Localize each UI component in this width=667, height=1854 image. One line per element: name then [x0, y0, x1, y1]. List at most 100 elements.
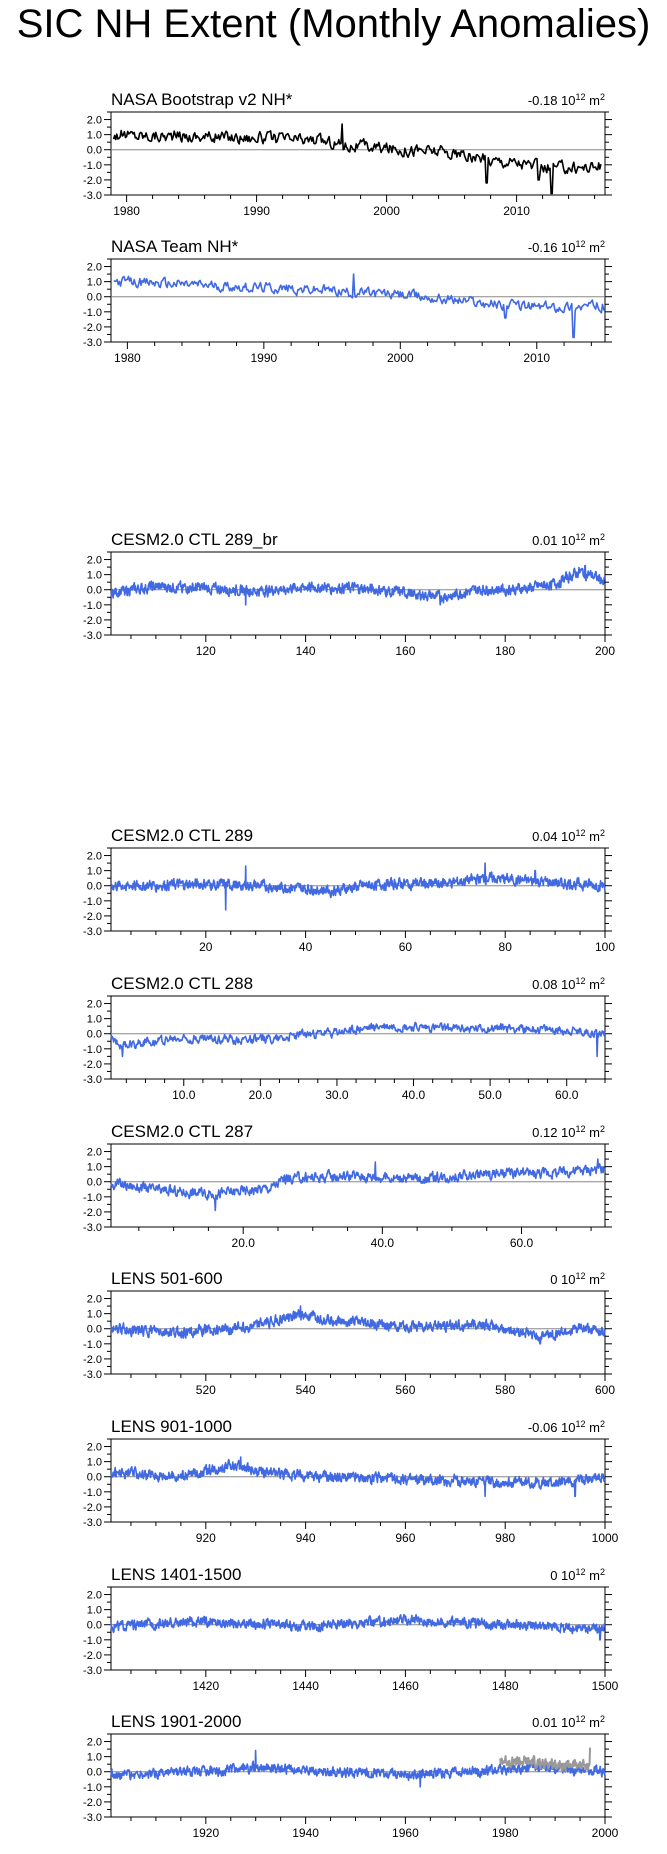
ytick-label: 0.0: [87, 1324, 102, 1336]
xtick-label: 2010: [523, 351, 550, 365]
ytick-label: 2.0: [87, 1442, 102, 1454]
xtick-label: 1980: [492, 1826, 519, 1840]
xtick-label: 1960: [392, 1826, 419, 1840]
ytick-label: -3.0: [83, 630, 102, 642]
ytick-label: -1.0: [83, 307, 102, 319]
ytick-label: 2.0: [87, 115, 102, 127]
ytick-label: 1.0: [87, 277, 102, 289]
ytick-label: -1.0: [83, 1192, 102, 1204]
ytick-label: -2.0: [83, 911, 102, 923]
xtick-label: 2000: [373, 204, 400, 218]
ytick-label: -2.0: [83, 1207, 102, 1219]
xtick-label: 600: [595, 1383, 615, 1397]
ytick-label: -1.0: [83, 896, 102, 908]
panel-title: CESM2.0 CTL 289_br: [111, 530, 278, 549]
ytick-label: -1.0: [83, 160, 102, 172]
ytick-label: 0.0: [87, 1177, 102, 1189]
ytick-label: 0.0: [87, 881, 102, 893]
ytick-label: 2.0: [87, 1737, 102, 1749]
ytick-label: 2.0: [87, 1590, 102, 1602]
ytick-label: -3.0: [83, 1074, 102, 1086]
xtick-label: 120: [196, 644, 216, 658]
ytick-label: 2.0: [87, 1147, 102, 1159]
ytick-label: 1.0: [87, 1162, 102, 1174]
panel-7: LENS 901-1000 -0.06 1012 m2 2.0 1.0 0.0 -1.0 -…: [83, 1417, 619, 1545]
xtick-label: 10.0: [172, 1088, 196, 1102]
ytick-label: -3.0: [83, 190, 102, 202]
panel-mean: 0 1012 m2: [550, 1567, 605, 1583]
ytick-label: 0.0: [87, 145, 102, 157]
xtick-label: 160: [395, 644, 415, 658]
ytick-label: -3.0: [83, 1369, 102, 1381]
ytick-label: 0.0: [87, 1767, 102, 1779]
ytick-label: -2.0: [83, 1797, 102, 1809]
ytick-label: 1.0: [87, 1457, 102, 1469]
xtick-label: 540: [296, 1383, 316, 1397]
panel-title: LENS 501-600: [111, 1269, 223, 1288]
ytick-label: -3.0: [83, 1812, 102, 1824]
xtick-label: 140: [296, 644, 316, 658]
ytick-label: 0.0: [87, 292, 102, 304]
ytick-label: 0.0: [87, 585, 102, 597]
ytick-label: 1.0: [87, 570, 102, 582]
ytick-label: 0.0: [87, 1029, 102, 1041]
xtick-label: 580: [495, 1383, 515, 1397]
xtick-label: 40.0: [402, 1088, 426, 1102]
ytick-label: -1.0: [83, 1782, 102, 1794]
xtick-label: 40: [299, 940, 313, 954]
panel-3: CESM2.0 CTL 289 0.04 1012 m2 2.0 1.0 0.0 -1.0…: [83, 826, 615, 954]
ytick-label: 2.0: [87, 555, 102, 567]
panel-title: NASA Team NH*: [111, 237, 239, 256]
xtick-label: 1940: [292, 1826, 319, 1840]
xtick-label: 80: [499, 940, 513, 954]
ytick-label: -2.0: [83, 1059, 102, 1071]
plot-frame: [110, 111, 606, 196]
panel-1: NASA Team NH* -0.16 1012 m2 2.0 1.0 0.0 -1.0 -…: [83, 237, 612, 365]
xtick-label: 1500: [592, 1679, 619, 1693]
series-line-0: [110, 1456, 606, 1498]
xtick-label: 2000: [387, 351, 414, 365]
panel-mean: 0 1012 m2: [550, 1271, 605, 1287]
xtick-label: 60.0: [555, 1088, 579, 1102]
xtick-label: 2000: [592, 1826, 619, 1840]
xtick-label: 50.0: [478, 1088, 502, 1102]
xtick-label: 1460: [392, 1679, 419, 1693]
series-line-0: [110, 564, 606, 606]
panel-mean: 0.08 1012 m2: [532, 976, 605, 992]
xtick-label: 1920: [192, 1826, 219, 1840]
ytick-label: 1.0: [87, 1309, 102, 1321]
ytick-label: -1.0: [83, 1487, 102, 1499]
ytick-label: 1.0: [87, 1605, 102, 1617]
xtick-label: 20.0: [249, 1088, 273, 1102]
panel-title: LENS 1901-2000: [111, 1712, 241, 1731]
xtick-label: 1440: [292, 1679, 319, 1693]
panel-mean: -0.06 1012 m2: [528, 1419, 605, 1435]
xtick-label: 560: [395, 1383, 415, 1397]
panel-mean: 0.12 1012 m2: [532, 1124, 605, 1140]
series-line-0: [110, 1305, 606, 1345]
plot-frame: [110, 1438, 606, 1523]
series-line-0: [112, 123, 602, 195]
series-line-0: [113, 273, 606, 339]
ytick-label: 0.0: [87, 1472, 102, 1484]
figure-title: SIC NH Extent (Monthly Anomalies): [16, 2, 651, 46]
panel-6: LENS 501-600 0 1012 m2 2.0 1.0 0.0 -1.0 -2.0 -3…: [83, 1269, 615, 1397]
plot-frame: [110, 1143, 606, 1228]
xtick-label: 960: [395, 1531, 415, 1545]
xtick-label: 40.0: [371, 1236, 395, 1250]
ytick-label: 1.0: [87, 1752, 102, 1764]
ytick-label: 2.0: [87, 999, 102, 1011]
ytick-label: -1.0: [83, 1339, 102, 1351]
ytick-label: 1.0: [87, 866, 102, 878]
series-line-0: [110, 862, 606, 911]
ytick-label: 0.0: [87, 1620, 102, 1632]
xtick-label: 2010: [503, 204, 530, 218]
ytick-label: 2.0: [87, 851, 102, 863]
series-line-0: [110, 1613, 606, 1641]
panel-title: CESM2.0 CTL 288: [111, 974, 253, 993]
xtick-label: 30.0: [325, 1088, 349, 1102]
xtick-label: 1420: [192, 1679, 219, 1693]
xtick-label: 20.0: [232, 1236, 256, 1250]
xtick-label: 60.0: [510, 1236, 534, 1250]
xtick-label: 980: [495, 1531, 515, 1545]
